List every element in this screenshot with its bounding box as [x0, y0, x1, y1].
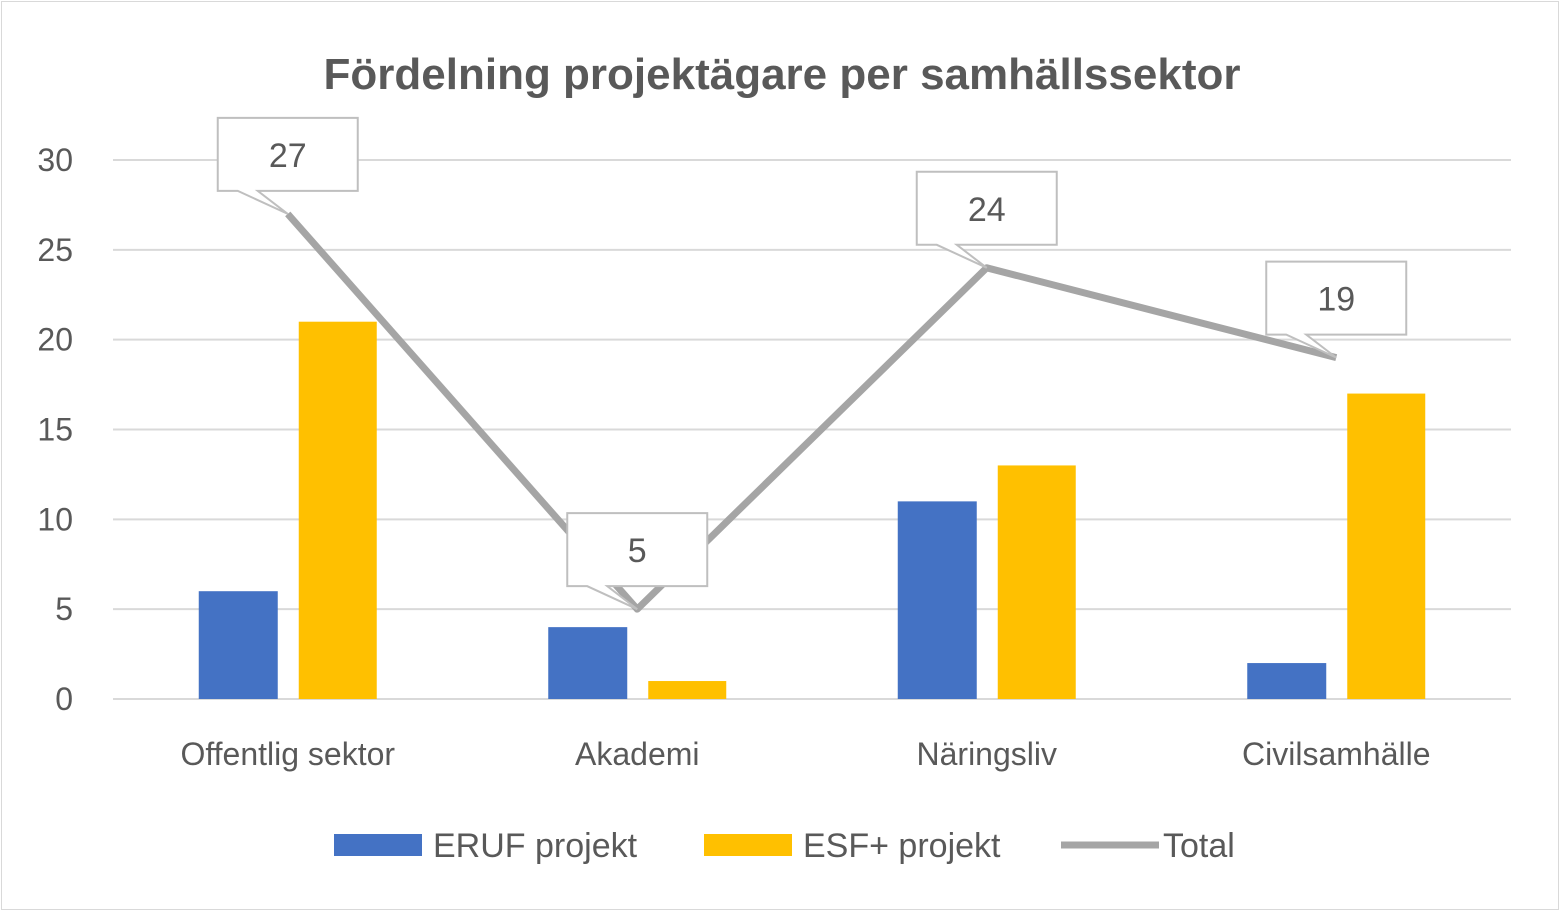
bar-esfplus — [997, 465, 1076, 699]
y-tick-label: 0 — [55, 681, 73, 717]
bar-eruf — [1247, 663, 1327, 699]
legend-label: ERUF projekt — [433, 827, 638, 865]
data-label: 19 — [1317, 281, 1355, 319]
data-label: 5 — [628, 532, 647, 570]
x-tick-label: Offentlig sektor — [180, 736, 395, 772]
x-tick-label: Näringsliv — [917, 736, 1057, 772]
bar-eruf — [548, 627, 628, 699]
y-tick-label: 15 — [37, 412, 73, 448]
bar-esfplus — [1347, 393, 1426, 699]
data-label-callout — [566, 512, 709, 611]
data-label-callout — [1265, 260, 1408, 359]
y-tick-label: 5 — [55, 591, 73, 627]
y-tick-label: 20 — [37, 322, 73, 358]
data-label: 27 — [269, 137, 307, 175]
bar-esfplus — [648, 681, 727, 699]
data-label-callout — [216, 116, 359, 215]
bar-eruf — [897, 501, 977, 699]
y-tick-label: 25 — [37, 232, 73, 268]
x-tick-label: Akademi — [575, 736, 700, 772]
y-tick-label: 10 — [37, 501, 73, 537]
legend-swatch — [704, 834, 792, 856]
chart-title: Fördelning projektägare per samhällssekt… — [324, 50, 1241, 99]
data-label: 24 — [968, 191, 1006, 229]
legend-label: Total — [1163, 827, 1235, 865]
data-label-callout — [915, 170, 1058, 269]
y-tick-label: 30 — [37, 142, 73, 178]
legend-label: ESF+ projekt — [803, 827, 1001, 865]
legend-swatch — [334, 834, 422, 856]
x-tick-label: Civilsamhälle — [1242, 736, 1431, 772]
bar-esfplus — [298, 321, 377, 699]
total-line — [285, 211, 1338, 613]
bar-eruf — [198, 591, 278, 699]
